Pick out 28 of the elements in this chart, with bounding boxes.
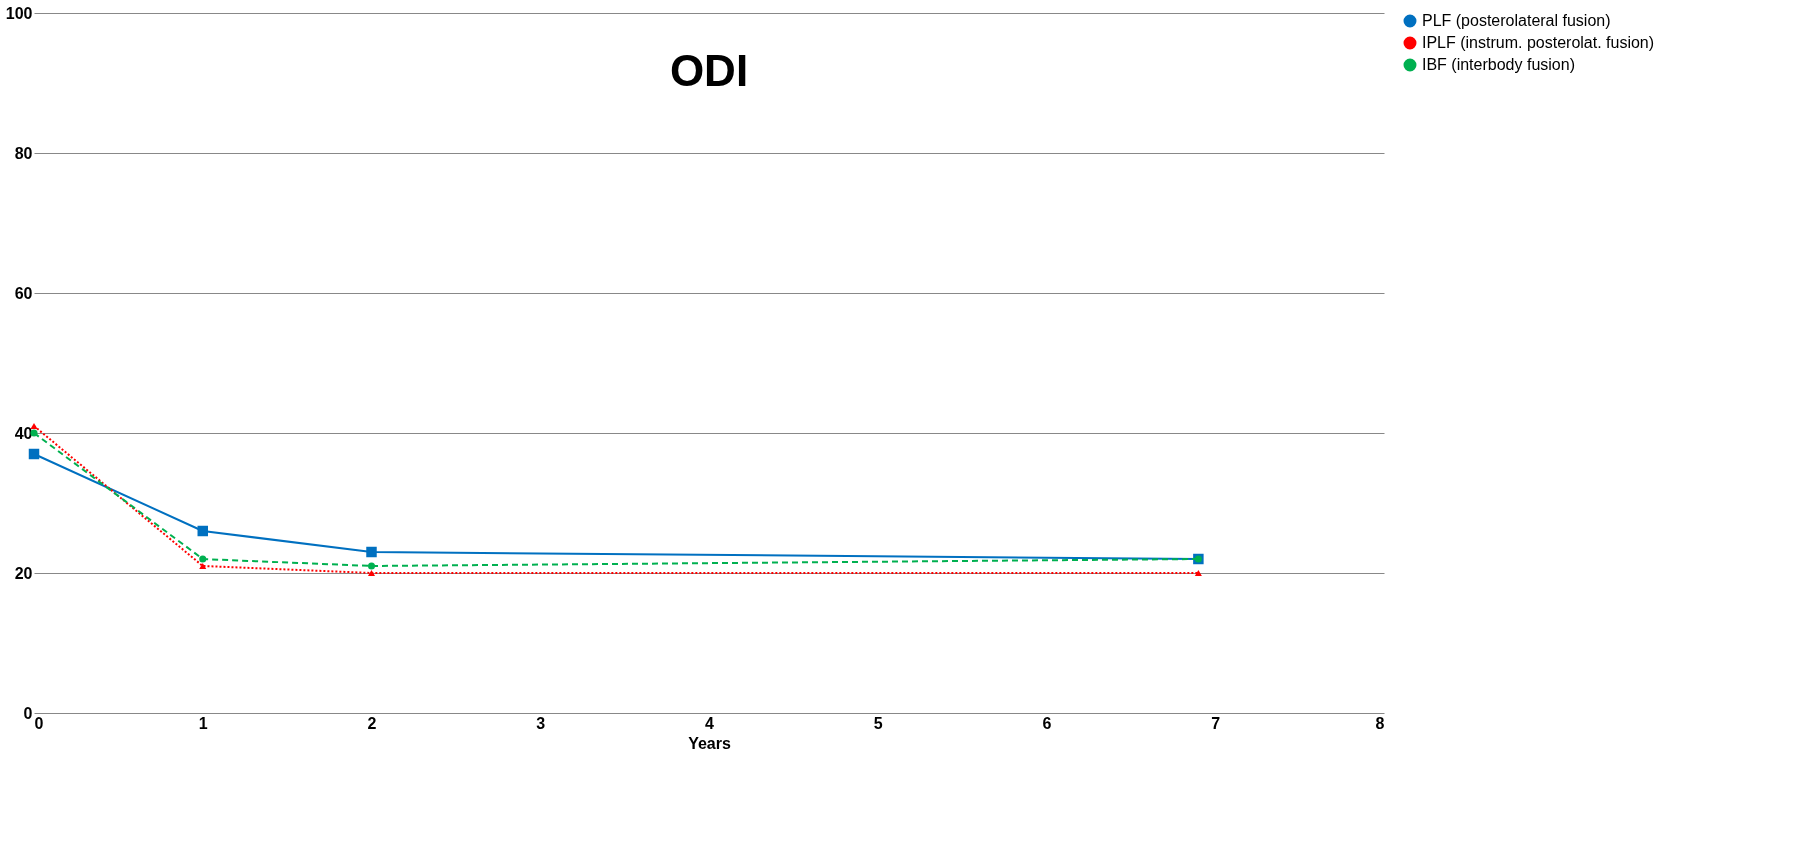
- x-tick-label: 8: [1375, 714, 1385, 732]
- y-tick-label: 60: [14, 284, 33, 302]
- point: [366, 546, 377, 558]
- y-tick-label: 80: [14, 144, 33, 162]
- point: [197, 525, 208, 537]
- legend-label: PLF (posterolateral fusion): [1422, 12, 1611, 29]
- y-tick-label: 20: [14, 564, 33, 582]
- point: [30, 422, 38, 430]
- legend-label: IPLF (instrum. posterolat. fusion): [1422, 34, 1655, 51]
- x-tick-label: 3: [536, 714, 546, 732]
- y-tick-label: 100: [5, 4, 33, 22]
- x-tick-label: 1: [198, 714, 208, 732]
- x-axis-title: Years: [688, 734, 731, 752]
- x-tick-label: 6: [1042, 714, 1052, 732]
- x-tick-label: 5: [873, 714, 883, 732]
- point: [28, 448, 40, 460]
- x-tick-label: 2: [367, 714, 377, 732]
- point: [1194, 569, 1202, 577]
- y-tick-label: 40: [14, 424, 33, 442]
- point: [367, 562, 376, 570]
- x-tick-label: 4: [705, 714, 715, 732]
- point: [199, 562, 207, 570]
- text: ODI: [669, 46, 749, 95]
- legend-label: IBF (interbody fusion): [1422, 56, 1575, 73]
- point: [367, 569, 376, 577]
- point: [199, 555, 207, 563]
- x-tick-label: 0: [34, 714, 44, 732]
- x-tick-label: 7: [1211, 714, 1221, 732]
